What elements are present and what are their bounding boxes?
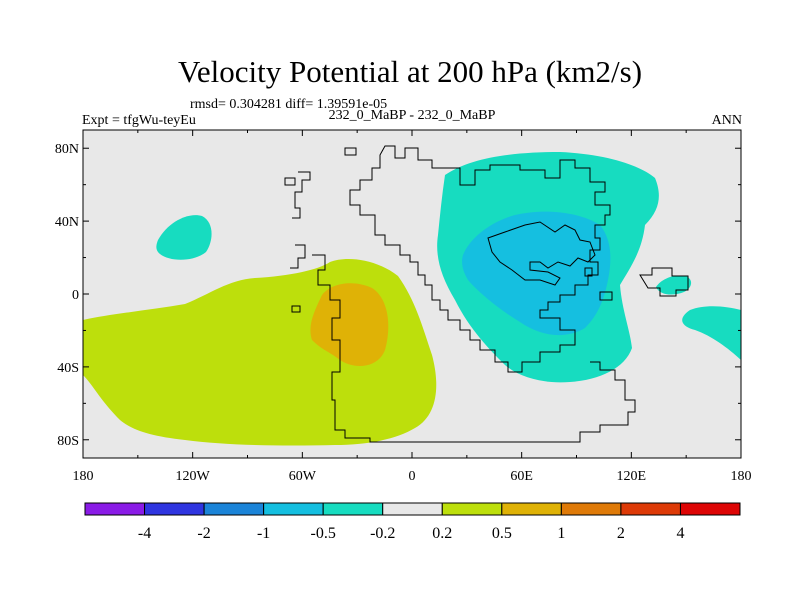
x-tick-label: 0: [409, 469, 416, 484]
colorbar-label: 4: [676, 525, 684, 542]
colorbar-swatch: [203, 502, 265, 516]
colorbar-label: -2: [197, 525, 210, 542]
y-tick-label: 0: [72, 288, 79, 303]
season-label: ANN: [712, 113, 742, 128]
colorbar-swatch: [263, 502, 324, 516]
coastline-interior-basin: [487, 221, 596, 286]
x-tick-label: 120E: [617, 469, 647, 484]
colorbar-label: 0.5: [492, 525, 512, 542]
coastline-northwest-islands: [284, 147, 357, 313]
colorbar-label: -1: [257, 525, 270, 542]
colorbar-label: -0.5: [311, 525, 336, 542]
colorbar-label: -4: [138, 525, 151, 542]
colorbar: -4 -2 -1 -0.5 -0.2 0.2 0.5 1 2 4: [84, 502, 741, 542]
colorbar-label: 2: [617, 525, 625, 542]
comparison-label: 232_0_MaBP - 232_0_MaBP: [329, 108, 496, 123]
colorbar-swatch: [441, 502, 503, 516]
coastline-gondwana-west: [312, 254, 636, 443]
x-tick-label: 180: [731, 469, 752, 484]
contour-region-negative-small-west: [156, 215, 212, 260]
colorbar-label: 0.2: [432, 525, 452, 542]
colorbar-swatch: [144, 502, 205, 516]
coastlines: [284, 145, 689, 443]
x-tick-label: 180: [73, 469, 94, 484]
colorbar-swatch: [560, 502, 622, 516]
contour-fills: [83, 152, 741, 446]
x-tick-label: 120W: [176, 469, 211, 484]
y-tick-label: 80N: [55, 142, 79, 157]
colorbar-swatch: [84, 502, 146, 516]
x-tick-label: 60W: [289, 469, 317, 484]
colorbar-label: -0.2: [370, 525, 395, 542]
y-tick-label: 80S: [57, 434, 79, 449]
colorbar-swatch: [620, 502, 681, 516]
contour-region-positive-high: [310, 283, 389, 366]
contour-region-negative-edge: [682, 306, 741, 360]
colorbar-swatch: [679, 502, 741, 516]
x-tick-label: 60E: [510, 469, 533, 484]
experiment-label: Expt = tfgWu-teyEu: [82, 113, 196, 128]
colorbar-swatch: [322, 502, 384, 516]
colorbar-swatch: [501, 502, 562, 516]
chart-title: Velocity Potential at 200 hPa (km2/s): [178, 54, 642, 89]
colorbar-swatch: [382, 502, 443, 516]
y-tick-label: 40S: [57, 361, 79, 376]
stats-label: rmsd= 0.304281 diff= 1.39591e-05: [190, 97, 387, 112]
colorbar-label: 1: [557, 525, 565, 542]
y-tick-label: 40N: [55, 215, 79, 230]
contour-region-negative-mid: [462, 211, 611, 336]
coastline-pacific-islands: [584, 267, 689, 301]
axes: 180 120W 60W 0 60E 120E 180 80N 40N 0 40S 80S: [55, 130, 752, 484]
coastline-supercontinent: [349, 145, 611, 373]
